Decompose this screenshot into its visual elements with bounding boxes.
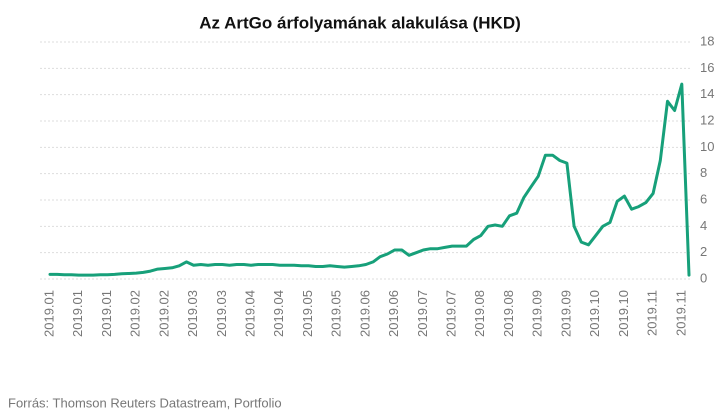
y-tick-label: 16 bbox=[700, 60, 714, 75]
source-note: Forrás: Thomson Reuters Datastream, Port… bbox=[8, 395, 282, 410]
x-tick-label: 2019.11 bbox=[673, 290, 688, 336]
x-tick-label: 2019.10 bbox=[616, 290, 631, 337]
x-tick-label: 2019.04 bbox=[242, 290, 257, 337]
x-tick-label: 2019.10 bbox=[587, 290, 602, 337]
x-tick-label: 2019.11 bbox=[645, 290, 660, 336]
x-tick-label: 2019.06 bbox=[386, 290, 401, 337]
y-tick-label: 12 bbox=[700, 112, 714, 127]
x-tick-label: 2019.01 bbox=[70, 290, 85, 337]
data-line bbox=[48, 82, 691, 277]
x-tick-label: 2019.09 bbox=[530, 290, 545, 337]
y-tick-label: 4 bbox=[700, 218, 707, 233]
y-tick-label: 18 bbox=[700, 33, 714, 48]
x-tick-label: 2019.06 bbox=[357, 290, 372, 337]
x-tick-label: 2019.09 bbox=[558, 290, 573, 337]
x-tick-label: 2019.08 bbox=[501, 290, 516, 337]
x-tick-label: 2019.05 bbox=[300, 290, 315, 337]
x-tick-label: 2019.04 bbox=[271, 290, 286, 337]
x-tick-label: 2019.05 bbox=[329, 290, 344, 337]
y-tick-label: 10 bbox=[700, 139, 714, 154]
y-tick-label: 14 bbox=[700, 86, 714, 101]
x-tick-label: 2019.01 bbox=[99, 290, 114, 337]
x-tick-label: 2019.01 bbox=[41, 290, 56, 337]
y-tick-label: 6 bbox=[700, 191, 707, 206]
y-tick-label: 8 bbox=[700, 165, 707, 180]
chart-title: Az ArtGo árfolyamának alakulása (HKD) bbox=[199, 13, 521, 32]
x-tick-label: 2019.03 bbox=[214, 290, 229, 337]
x-tick-label: 2019.02 bbox=[128, 290, 143, 337]
x-tick-label: 2019.07 bbox=[444, 290, 459, 337]
y-tick-label: 0 bbox=[700, 270, 707, 285]
y-tick-label: 2 bbox=[700, 244, 707, 259]
x-tick-label: 2019.08 bbox=[472, 290, 487, 337]
x-tick-label: 2019.02 bbox=[156, 290, 171, 337]
x-tick-label: 2019.03 bbox=[185, 290, 200, 337]
x-tick-label: 2019.07 bbox=[415, 290, 430, 337]
